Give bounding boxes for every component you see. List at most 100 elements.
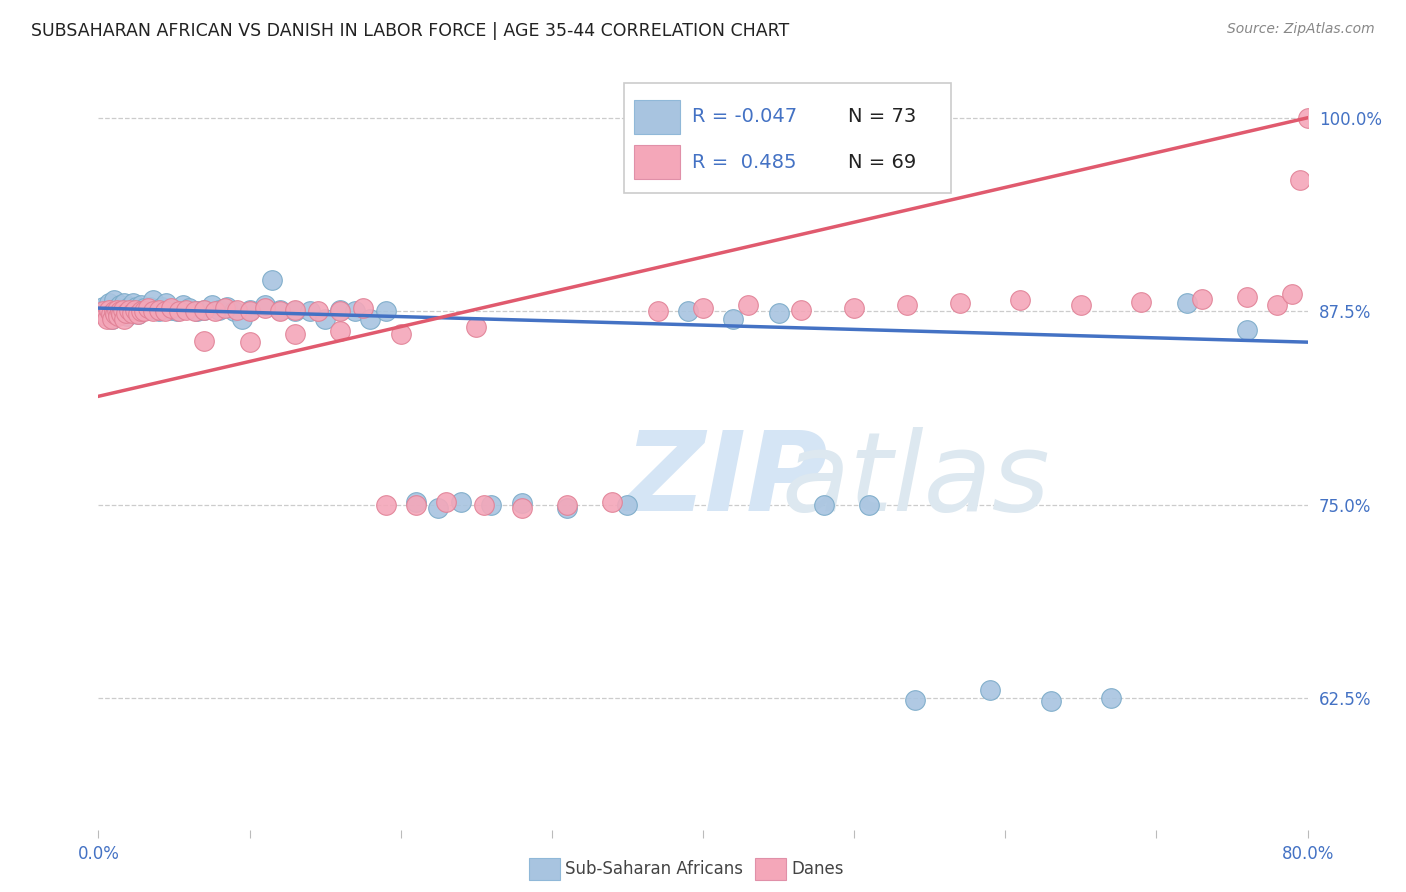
Point: [1236, 323, 1258, 337]
Point: [127, 307, 149, 321]
Point: [1296, 111, 1319, 125]
Point: [193, 334, 215, 348]
Point: [107, 307, 129, 321]
Point: [768, 306, 790, 320]
Point: [105, 302, 128, 317]
Text: SUBSAHARAN AFRICAN VS DANISH IN LABOR FORCE | AGE 35-44 CORRELATION CHART: SUBSAHARAN AFRICAN VS DANISH IN LABOR FO…: [31, 22, 789, 40]
Point: [284, 302, 307, 317]
Point: [434, 494, 457, 508]
Point: [389, 327, 412, 342]
Point: [121, 306, 143, 320]
Point: [153, 304, 176, 318]
Point: [510, 500, 533, 515]
Point: [121, 306, 143, 320]
Point: [179, 301, 201, 315]
Point: [114, 306, 136, 320]
Point: [122, 296, 145, 310]
Point: [239, 335, 262, 350]
Point: [186, 304, 208, 318]
Point: [1099, 691, 1122, 706]
Point: [253, 298, 276, 312]
Point: [858, 498, 880, 512]
Point: [124, 302, 146, 317]
Point: [284, 304, 307, 318]
Point: [405, 494, 427, 508]
Point: [111, 302, 134, 317]
Point: [184, 304, 207, 318]
Point: [1010, 293, 1032, 308]
Point: [555, 500, 578, 515]
Text: R = -0.047: R = -0.047: [692, 107, 797, 127]
Point: [115, 309, 138, 323]
Point: [172, 298, 194, 312]
Point: [118, 302, 141, 317]
Point: [166, 304, 188, 318]
Point: [193, 302, 215, 317]
Text: atlas: atlas: [782, 427, 1050, 534]
Point: [96, 312, 118, 326]
Point: [269, 304, 291, 318]
Point: [142, 304, 165, 318]
Text: Source: ZipAtlas.com: Source: ZipAtlas.com: [1227, 22, 1375, 37]
Point: [96, 309, 118, 323]
Point: [129, 304, 152, 318]
Point: [1281, 287, 1303, 301]
Point: [167, 304, 190, 318]
Point: [949, 296, 972, 310]
Point: [616, 498, 638, 512]
Point: [136, 301, 159, 315]
Point: [481, 498, 503, 512]
Point: [602, 494, 624, 508]
Point: [94, 309, 117, 323]
Point: [174, 302, 197, 317]
Point: [100, 307, 122, 321]
Point: [374, 498, 396, 512]
Point: [647, 304, 669, 318]
Point: [160, 302, 183, 317]
FancyBboxPatch shape: [634, 100, 681, 134]
Point: [155, 296, 177, 310]
Point: [1289, 172, 1312, 186]
Point: [118, 300, 141, 314]
Point: [979, 683, 1001, 698]
Point: [91, 304, 114, 318]
Point: [555, 498, 578, 512]
Point: [1267, 298, 1289, 312]
Point: [129, 298, 152, 312]
Point: [1130, 294, 1153, 309]
Point: [329, 304, 352, 318]
Point: [215, 300, 238, 314]
Point: [135, 302, 157, 317]
Point: [104, 304, 127, 318]
Point: [94, 304, 117, 318]
Point: [262, 273, 284, 287]
Point: [790, 302, 813, 317]
Point: [813, 498, 835, 512]
Point: [142, 293, 165, 308]
Point: [904, 692, 927, 706]
Point: [214, 301, 236, 315]
Point: [344, 304, 367, 318]
Point: [1191, 292, 1213, 306]
Point: [329, 324, 352, 338]
FancyBboxPatch shape: [624, 83, 950, 193]
Point: [110, 307, 132, 321]
Point: [112, 312, 135, 326]
Point: [692, 301, 714, 315]
Point: [224, 304, 246, 318]
Point: [239, 302, 262, 317]
Point: [314, 312, 336, 326]
Point: [1175, 296, 1198, 310]
Point: [107, 309, 129, 323]
Point: [472, 498, 495, 512]
Point: [329, 302, 352, 317]
Point: [1236, 290, 1258, 304]
Point: [108, 304, 131, 318]
Point: [299, 304, 322, 318]
Point: [101, 312, 124, 326]
Point: [208, 302, 231, 317]
Point: [148, 304, 170, 318]
Point: [100, 302, 122, 317]
Text: Danes: Danes: [792, 860, 844, 878]
Point: [148, 302, 170, 317]
